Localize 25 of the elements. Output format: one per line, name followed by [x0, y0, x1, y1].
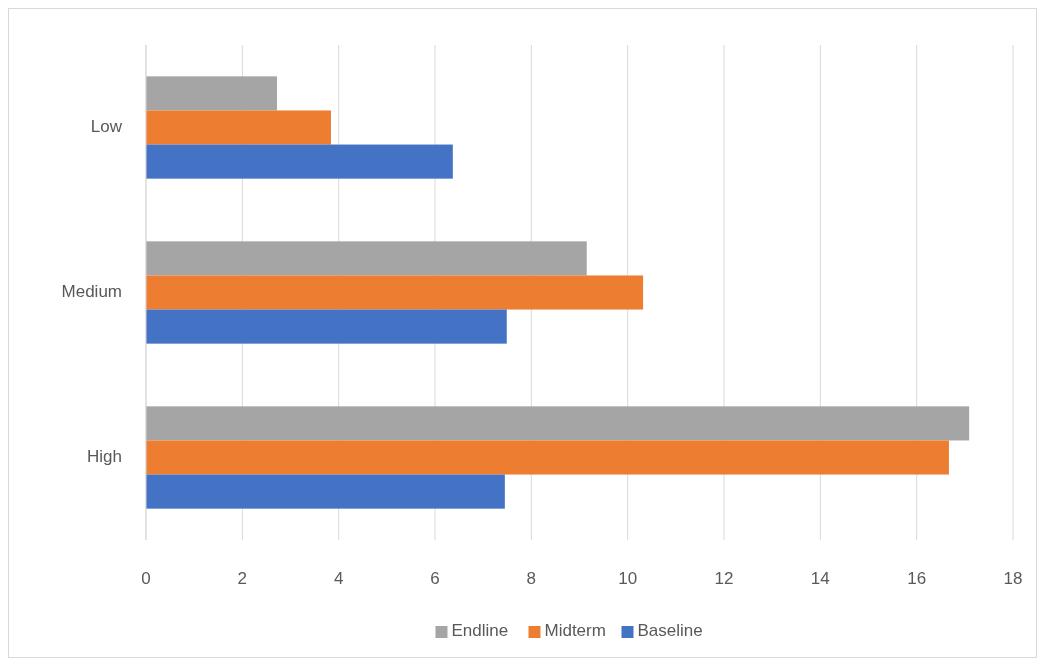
bar: [146, 474, 505, 509]
x-tick-label: 4: [333, 569, 344, 588]
x-tick-label: 16: [907, 569, 927, 588]
legend-label: Midterm: [544, 621, 606, 641]
x-tick-label: 0: [141, 569, 151, 588]
x-tick-label: 6: [430, 569, 440, 588]
x-tick-label: 14: [810, 569, 830, 588]
y-tick-label: High: [87, 446, 122, 466]
bar: [146, 144, 453, 179]
bar: [146, 110, 331, 145]
bar: [146, 406, 970, 441]
bar: [146, 440, 949, 475]
x-tick-label: 10: [618, 569, 638, 588]
legend-label: Endline: [451, 621, 509, 641]
x-tick-label: 18: [1003, 569, 1023, 588]
legend-label: Baseline: [637, 621, 703, 641]
x-tick-label: 12: [714, 569, 734, 588]
x-tick-label: 2: [237, 569, 248, 588]
bar: [146, 76, 278, 111]
bar: [146, 275, 644, 310]
y-tick-label: Low: [90, 116, 123, 136]
bar: [146, 241, 587, 276]
y-tick-label: Medium: [61, 281, 122, 301]
bar: [146, 309, 507, 344]
x-tick-label: 8: [526, 569, 537, 588]
